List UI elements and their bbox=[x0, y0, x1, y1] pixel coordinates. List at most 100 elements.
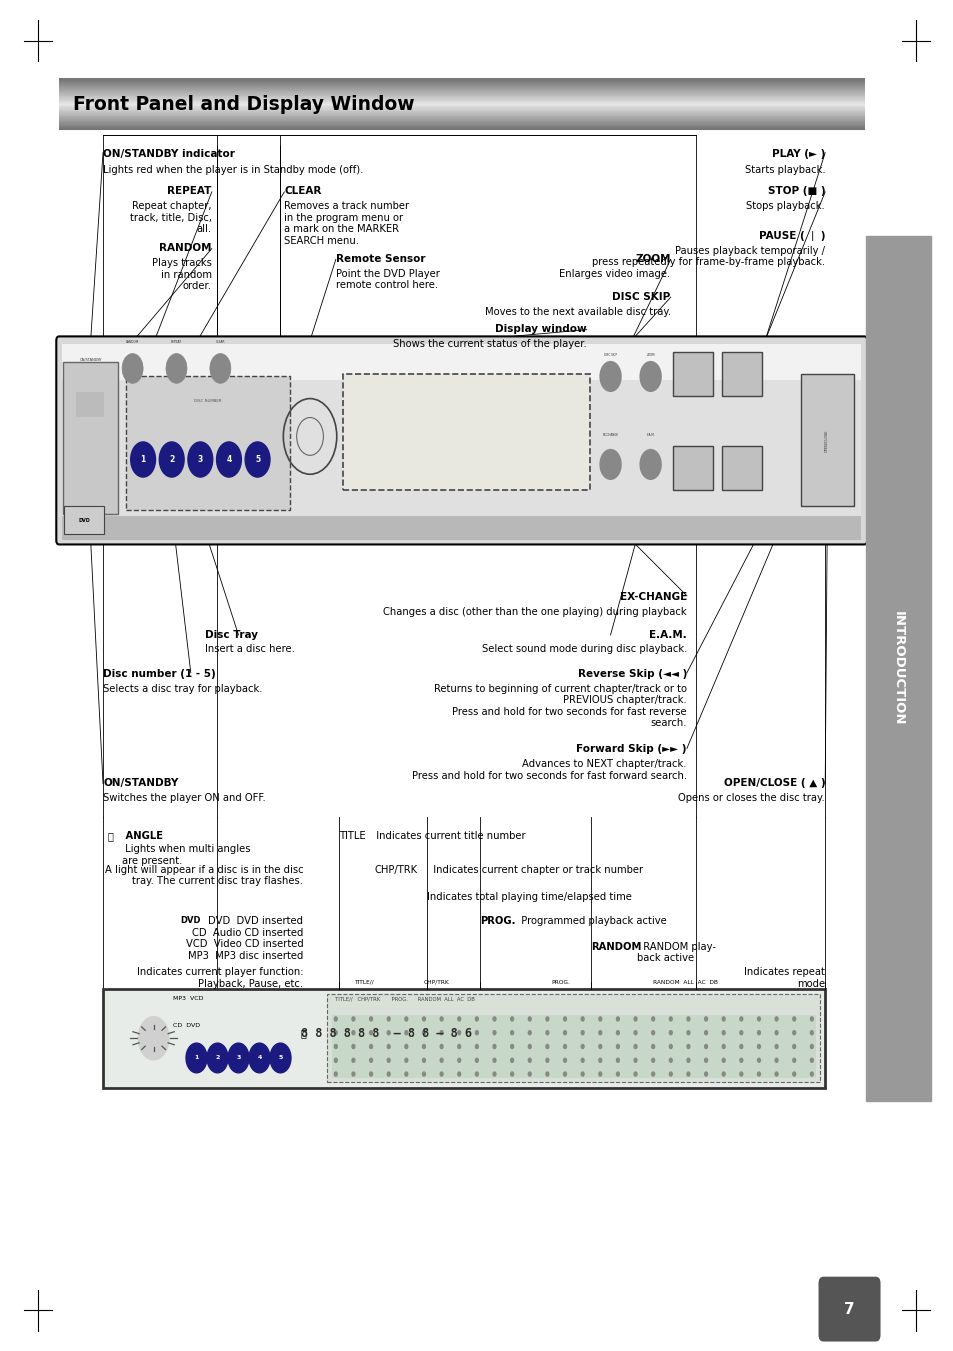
Circle shape bbox=[634, 1058, 637, 1062]
Text: Reverse Skip (◄◄ ): Reverse Skip (◄◄ ) bbox=[577, 669, 686, 678]
Circle shape bbox=[686, 1073, 689, 1075]
Circle shape bbox=[207, 1043, 228, 1073]
Bar bbox=[59, 112, 864, 115]
Bar bbox=[59, 99, 864, 101]
Text: ON/STANDBY: ON/STANDBY bbox=[103, 778, 178, 788]
Circle shape bbox=[686, 1017, 689, 1021]
Bar bbox=[59, 80, 864, 82]
Circle shape bbox=[598, 1058, 601, 1062]
Bar bbox=[59, 126, 864, 128]
Circle shape bbox=[422, 1044, 425, 1048]
Circle shape bbox=[439, 1073, 442, 1075]
Circle shape bbox=[686, 1044, 689, 1048]
Circle shape bbox=[369, 1017, 372, 1021]
Circle shape bbox=[775, 1017, 778, 1021]
Circle shape bbox=[598, 1044, 601, 1048]
Bar bbox=[59, 127, 864, 130]
Text: 🎥: 🎥 bbox=[300, 1028, 306, 1039]
Circle shape bbox=[563, 1073, 566, 1075]
Circle shape bbox=[131, 442, 155, 477]
Bar bbox=[76, 392, 103, 416]
Text: Indicates current title number: Indicates current title number bbox=[370, 831, 525, 840]
Text: ZOOM: ZOOM bbox=[646, 354, 654, 358]
Circle shape bbox=[651, 1017, 654, 1021]
Circle shape bbox=[334, 1017, 336, 1021]
Text: Opens or closes the disc tray.: Opens or closes the disc tray. bbox=[678, 793, 824, 802]
Circle shape bbox=[809, 1044, 812, 1048]
Bar bbox=[59, 81, 864, 84]
Bar bbox=[59, 105, 864, 108]
Bar bbox=[103, 989, 824, 1088]
Circle shape bbox=[721, 1017, 724, 1021]
Circle shape bbox=[457, 1044, 460, 1048]
Circle shape bbox=[439, 1017, 442, 1021]
Circle shape bbox=[122, 354, 143, 384]
Circle shape bbox=[651, 1073, 654, 1075]
Circle shape bbox=[686, 1058, 689, 1062]
Text: Advances to NEXT chapter/track.
Press and hold for two seconds for fast forward : Advances to NEXT chapter/track. Press an… bbox=[412, 759, 686, 781]
Bar bbox=[59, 78, 864, 81]
Bar bbox=[59, 95, 864, 96]
Bar bbox=[59, 101, 864, 104]
Bar bbox=[59, 96, 864, 99]
Circle shape bbox=[775, 1031, 778, 1035]
Circle shape bbox=[457, 1017, 460, 1021]
Circle shape bbox=[721, 1073, 724, 1075]
Bar bbox=[62, 516, 861, 540]
Circle shape bbox=[387, 1044, 390, 1048]
Text: 5: 5 bbox=[254, 455, 260, 463]
Circle shape bbox=[528, 1073, 531, 1075]
Circle shape bbox=[757, 1017, 760, 1021]
Circle shape bbox=[599, 362, 620, 392]
FancyBboxPatch shape bbox=[818, 1277, 880, 1342]
Text: Enlarges video image.: Enlarges video image. bbox=[558, 269, 670, 278]
Circle shape bbox=[334, 1031, 336, 1035]
Circle shape bbox=[580, 1058, 583, 1062]
Text: Indicates current chapter or track number: Indicates current chapter or track numbe… bbox=[427, 865, 643, 874]
Text: Moves to the next available disc tray.: Moves to the next available disc tray. bbox=[484, 307, 670, 316]
Text: 7: 7 bbox=[843, 1301, 854, 1317]
Circle shape bbox=[616, 1017, 618, 1021]
Circle shape bbox=[422, 1058, 425, 1062]
Circle shape bbox=[704, 1073, 707, 1075]
Text: TITLE//   CHP/TRK       PROG.      RANDOM  ALL  AC  DB: TITLE// CHP/TRK PROG. RANDOM ALL AC DB bbox=[335, 997, 475, 1002]
Circle shape bbox=[809, 1073, 812, 1075]
Bar bbox=[63, 362, 118, 515]
Circle shape bbox=[792, 1073, 795, 1075]
Circle shape bbox=[775, 1044, 778, 1048]
Bar bbox=[59, 118, 864, 120]
Circle shape bbox=[545, 1073, 548, 1075]
Circle shape bbox=[634, 1031, 637, 1035]
Bar bbox=[801, 374, 853, 507]
Text: Disc Tray: Disc Tray bbox=[205, 630, 258, 639]
Circle shape bbox=[669, 1031, 672, 1035]
Circle shape bbox=[580, 1073, 583, 1075]
Circle shape bbox=[634, 1044, 637, 1048]
Bar bbox=[59, 127, 864, 128]
Text: CHP/TRK: CHP/TRK bbox=[375, 865, 417, 874]
Text: 2: 2 bbox=[215, 1055, 219, 1061]
Circle shape bbox=[352, 1073, 355, 1075]
Bar bbox=[59, 123, 864, 126]
Circle shape bbox=[166, 354, 187, 384]
Bar bbox=[59, 103, 864, 105]
Circle shape bbox=[439, 1044, 442, 1048]
Text: DISC SKIP: DISC SKIP bbox=[603, 354, 617, 358]
Text: Repeat chapter,
track, title, Disc,
all.: Repeat chapter, track, title, Disc, all. bbox=[130, 201, 212, 235]
Text: 1: 1 bbox=[194, 1055, 198, 1061]
Text: REPEAT: REPEAT bbox=[171, 340, 182, 345]
Circle shape bbox=[439, 1058, 442, 1062]
Text: Select sound mode during disc playback.: Select sound mode during disc playback. bbox=[481, 644, 686, 654]
Text: A light will appear if a disc is in the disc
tray. The current disc tray flashes: A light will appear if a disc is in the … bbox=[105, 865, 303, 886]
Text: OPEN/CLOSE ( ▲ ): OPEN/CLOSE ( ▲ ) bbox=[722, 778, 824, 788]
Circle shape bbox=[580, 1031, 583, 1035]
Bar bbox=[62, 381, 861, 516]
Text: 3: 3 bbox=[197, 455, 203, 463]
Bar bbox=[59, 111, 864, 113]
Bar bbox=[59, 105, 864, 107]
Text: Changes a disc (other than the one playing) during playback: Changes a disc (other than the one playi… bbox=[383, 607, 686, 616]
Circle shape bbox=[210, 354, 231, 384]
Circle shape bbox=[457, 1073, 460, 1075]
Bar bbox=[59, 93, 864, 96]
Text: 2: 2 bbox=[169, 455, 174, 463]
